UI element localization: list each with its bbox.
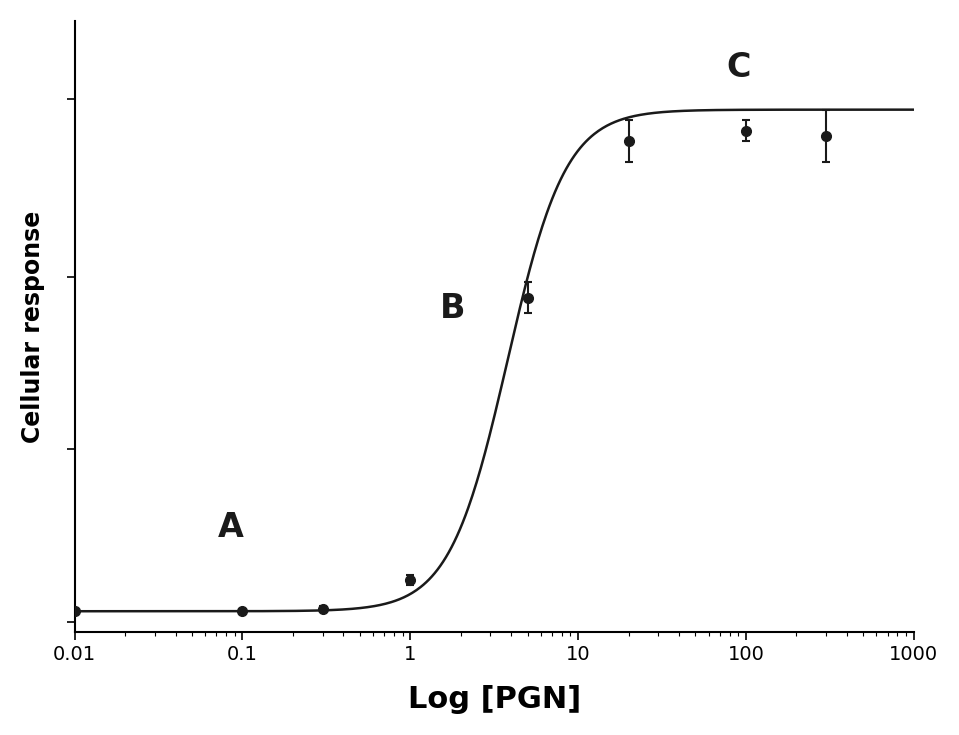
- Text: A: A: [218, 511, 244, 544]
- X-axis label: Log [PGN]: Log [PGN]: [408, 685, 581, 714]
- Text: C: C: [726, 51, 750, 85]
- Y-axis label: Cellular response: Cellular response: [21, 210, 45, 442]
- Text: B: B: [440, 292, 466, 325]
